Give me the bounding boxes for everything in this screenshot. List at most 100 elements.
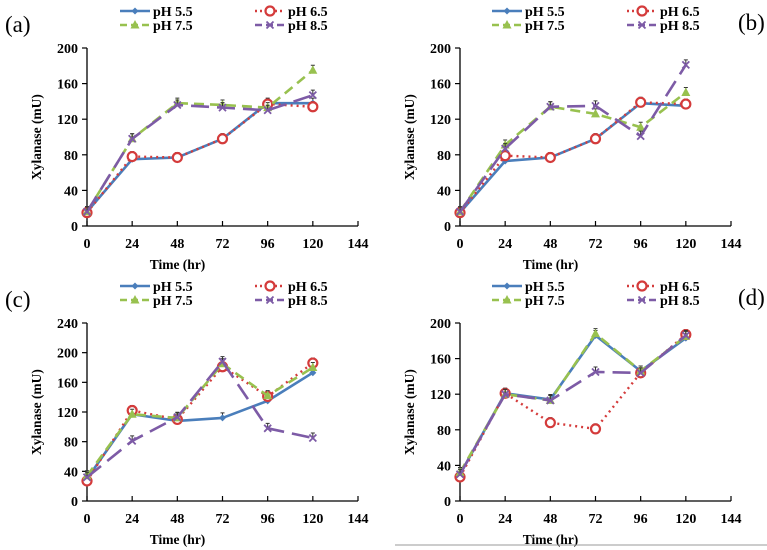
x-tick-label: 24 bbox=[125, 237, 139, 252]
data-point bbox=[680, 98, 692, 110]
data-point bbox=[263, 106, 272, 115]
data-point bbox=[501, 390, 510, 399]
legend-marker bbox=[637, 295, 647, 305]
x-tick-label: 0 bbox=[457, 237, 464, 252]
series-pH85 bbox=[455, 329, 690, 479]
y-tick-label: 120 bbox=[430, 388, 451, 403]
y-tick-label: 0 bbox=[71, 220, 78, 235]
data-point bbox=[128, 134, 137, 143]
x-axis-title: Time (hr) bbox=[150, 257, 206, 272]
legend-marker bbox=[636, 280, 648, 292]
data-point bbox=[681, 87, 691, 96]
x-tick-label: 120 bbox=[675, 237, 696, 252]
panel-label: (a) bbox=[5, 12, 31, 37]
data-point bbox=[499, 150, 511, 162]
series-line bbox=[85, 362, 314, 477]
series-line bbox=[85, 69, 314, 213]
chart-panel-a: (a) 0 40 80 120 160 200 0 24 48 72 96 120 144 Time (hr… bbox=[5, 5, 369, 272]
legend-marker bbox=[502, 20, 512, 29]
data-point bbox=[309, 369, 317, 377]
x-tick-label: 48 bbox=[543, 512, 557, 527]
data-point bbox=[591, 328, 600, 338]
series-line bbox=[458, 334, 687, 475]
x-tick-label: 96 bbox=[261, 512, 275, 527]
legend-marker bbox=[637, 20, 647, 30]
series-pH75 bbox=[455, 328, 691, 477]
series-pH85 bbox=[455, 59, 690, 216]
legend-marker bbox=[264, 280, 276, 292]
y-tick-label: 40 bbox=[64, 184, 78, 199]
legend-item: pH 8.5 bbox=[627, 294, 700, 309]
data-point bbox=[128, 436, 137, 446]
legend-label: pH 5.5 bbox=[153, 280, 193, 295]
legend-label: pH 7.5 bbox=[525, 19, 565, 34]
data-point bbox=[126, 150, 138, 163]
legend-label: pH 5.5 bbox=[153, 5, 193, 20]
data-point bbox=[307, 101, 319, 113]
series-line bbox=[85, 371, 314, 480]
legend-item: pH 7.5 bbox=[492, 294, 565, 309]
data-point bbox=[308, 91, 317, 100]
x-tick-label: 24 bbox=[498, 512, 512, 527]
legend-label: pH 6.5 bbox=[288, 5, 328, 20]
series-pH65 bbox=[81, 98, 319, 219]
data-point bbox=[127, 409, 137, 418]
data-point bbox=[546, 102, 555, 111]
series-pH55 bbox=[83, 97, 317, 216]
legend-marker bbox=[130, 295, 140, 304]
panel-label: (b) bbox=[738, 10, 765, 35]
data-point bbox=[501, 144, 510, 153]
legend-marker bbox=[131, 7, 139, 15]
x-axis-title: Time (hr) bbox=[150, 532, 206, 547]
y-axis-title: Xylanase (mU) bbox=[402, 369, 417, 455]
series-line bbox=[458, 332, 687, 474]
chart-panel-b: (b) 0 40 80 120 160 200 0 24 48 72 96 120 144 Time (hr… bbox=[402, 5, 765, 272]
y-tick-label: 240 bbox=[57, 317, 78, 332]
legend-label: pH 6.5 bbox=[660, 280, 700, 295]
legend-item: pH 6.5 bbox=[255, 280, 328, 295]
x-tick-label: 144 bbox=[721, 237, 742, 252]
y-tick-label: 120 bbox=[57, 406, 78, 421]
legend-marker bbox=[265, 295, 275, 305]
x-tick-label: 48 bbox=[170, 237, 184, 252]
x-tick-label: 144 bbox=[348, 237, 369, 252]
data-point bbox=[455, 207, 465, 216]
legend-item: pH 6.5 bbox=[627, 280, 700, 295]
y-tick-label: 120 bbox=[430, 113, 451, 128]
y-axis-title: Xylanase (mU) bbox=[29, 94, 44, 180]
x-tick-label: 72 bbox=[216, 512, 230, 527]
y-tick-label: 200 bbox=[57, 347, 78, 362]
data-point bbox=[591, 108, 600, 118]
series-pH85 bbox=[82, 356, 317, 482]
data-point bbox=[636, 131, 645, 141]
x-tick-label: 0 bbox=[84, 237, 91, 252]
data-point bbox=[263, 390, 273, 400]
x-tick-label: 72 bbox=[589, 512, 603, 527]
y-tick-label: 160 bbox=[57, 78, 78, 93]
legend-item: pH 7.5 bbox=[120, 294, 193, 309]
legend-label: pH 8.5 bbox=[660, 294, 700, 309]
legend-item: pH 8.5 bbox=[255, 19, 328, 34]
x-tick-label: 96 bbox=[261, 237, 275, 252]
legend-label: pH 5.5 bbox=[525, 5, 565, 20]
data-point bbox=[591, 101, 600, 110]
legend-label: pH 6.5 bbox=[660, 5, 700, 20]
y-tick-label: 80 bbox=[64, 149, 78, 164]
x-tick-label: 24 bbox=[125, 512, 139, 527]
series-line bbox=[458, 91, 687, 213]
legend-marker bbox=[503, 7, 511, 15]
data-point bbox=[218, 357, 227, 366]
legend-item: pH 8.5 bbox=[255, 294, 328, 309]
y-tick-label: 40 bbox=[437, 459, 451, 474]
data-point bbox=[681, 331, 690, 340]
series-pH65 bbox=[81, 357, 319, 487]
y-tick-label: 0 bbox=[71, 495, 78, 510]
data-point bbox=[173, 100, 182, 110]
x-tick-label: 120 bbox=[675, 512, 696, 527]
legend-marker bbox=[265, 20, 275, 30]
y-tick-label: 80 bbox=[64, 436, 78, 451]
legend-item: pH 7.5 bbox=[492, 19, 565, 34]
legend-item: pH 5.5 bbox=[120, 5, 193, 20]
legend-item: pH 5.5 bbox=[492, 280, 565, 295]
